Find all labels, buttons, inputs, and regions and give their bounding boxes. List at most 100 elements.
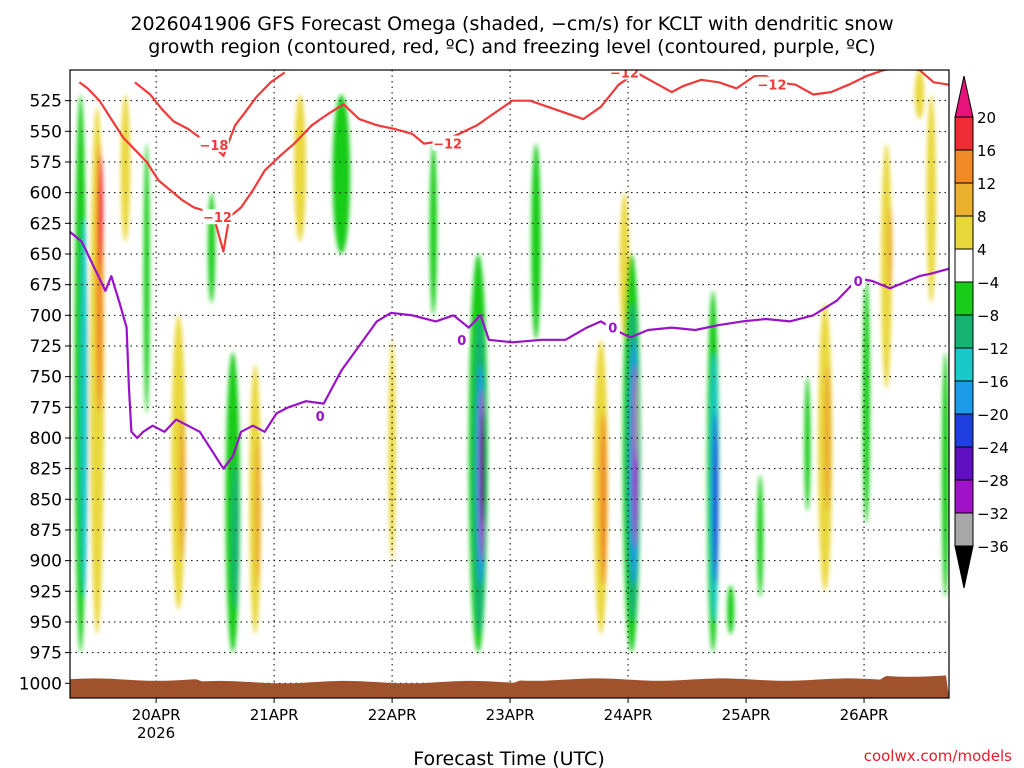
y-tick-label: 650 [30,245,62,265]
omega-shade-region [294,94,306,242]
y-tick-label: 975 [30,644,62,664]
freezing-level-label: 0 [457,334,466,349]
x-axis-title: Forecast Time (UTC) [413,748,604,768]
colorbar-label: −36 [977,538,1009,556]
x-tick-label: 20APR [132,706,181,724]
colorbar-segment [954,479,974,514]
y-tick-label: 825 [30,460,62,480]
credit-text: coolwx.com/models [864,747,1012,765]
colorbar-top-arrow [954,75,974,118]
contour-label-bg [454,331,469,347]
omega-shade-region [881,143,892,389]
omega-shade-region [178,413,186,561]
omega-shade-region [98,155,104,267]
colorbar-label: 20 [977,109,996,127]
contour-label-bg [202,209,233,225]
plot-area: −12 −12 −12 −12 −18 0 0 0 0 [70,66,949,698]
colorbar-label: −8 [977,307,999,325]
dgz-contour-label: −12 [433,138,462,153]
omega-shade-region [143,143,150,414]
y-tick-label: 900 [30,552,62,572]
omega-shade-region [862,278,870,524]
x-tick-label: 26APR [840,706,889,724]
x-tick-label: 24APR [604,706,653,724]
colorbar-segment [954,446,974,481]
omega-shade-region [231,462,239,610]
contour-label-bg [313,407,328,423]
colorbar-segment [954,116,974,151]
x-tick-label: 25APR [722,706,771,724]
plot-background [70,70,949,698]
omega-shade-region [941,352,949,598]
y-tick-label: 675 [30,276,62,296]
colorbar-segment [954,182,974,217]
contour-label-bg [198,136,229,152]
dgz-contour-label: −18 [199,139,228,154]
y-tick-label: 550 [30,122,62,142]
omega-shade-region [599,413,607,586]
colorbar-segment [954,281,974,316]
y-tick-label: 725 [30,337,62,357]
colorbar-label: −12 [977,340,1009,358]
surface-terrain [70,675,949,698]
y-tick-label: 850 [30,490,62,510]
contour-label-bg [609,70,640,80]
colorbar-segment [954,512,974,547]
y-tick-label: 875 [30,521,62,541]
y-tick-label: 525 [30,92,62,112]
omega-shade-region [429,143,437,316]
chart-title-line1: 2026041906 GFS Forecast Omega (shaded, −… [130,13,893,35]
y-tick-label: 775 [30,398,62,418]
y-tick-label: 925 [30,582,62,602]
y-tick-label: 800 [30,429,62,449]
colorbar-label: −28 [977,472,1009,490]
colorbar-label: 8 [977,208,987,226]
colorbar-label: −16 [977,373,1009,391]
dgz-contour-label: −12 [610,66,639,81]
omega-shade-region [804,376,811,512]
contour-label-bg [432,135,463,151]
colorbar-segment [954,380,974,415]
colorbar-segment [954,215,974,250]
colorbar-label: 16 [977,142,996,160]
omega-shade-region [634,376,638,463]
omega-shade-region [823,364,832,512]
omega-shade-region [80,217,88,598]
y-tick-label: 625 [30,214,62,234]
colorbar-bottom-arrow [954,545,974,589]
x-tick-label: 21APR [250,706,299,724]
freezing-level-label: 0 [608,322,617,337]
omega-shade-region [254,437,261,586]
dgz-contour-label: −12 [758,79,787,94]
dgz-contour-label: −12 [203,211,232,226]
omega-shade-region [926,94,937,304]
freezing-level-line [70,231,949,470]
omega-shade-region [914,70,925,120]
x-tick-year-label: 2026 [137,724,175,742]
freezing-level-label: 0 [854,275,863,290]
omega-shade-region [757,474,764,598]
y-tick-label: 600 [30,184,62,204]
colorbar-segment [954,248,974,283]
dgz-contours: −12 −12 −12 −12 −18 [78,66,949,253]
colorbar-label: −20 [977,406,1009,424]
y-tick-label: 750 [30,368,62,388]
x-tick-label: 23APR [486,706,535,724]
contour-label-bg [851,272,866,288]
omega-shade-region [332,94,351,254]
contour-label-bg [757,76,788,92]
freezing-level-contour: 0 0 0 0 [70,231,949,470]
y-tick-label: 950 [30,613,62,633]
colorbar-segment [954,347,974,382]
y-axis-ticks: 525 550 575 600 625 650 675 700 725 750 775 800 825 8… [19,92,70,694]
omega-shade-region [531,143,541,340]
y-tick-label: 700 [30,306,62,326]
colorbar-label: 4 [977,241,987,259]
colorbar-label: −4 [977,274,999,292]
omega-shade-region [887,204,893,291]
colorbar-label: −24 [977,439,1009,457]
freezing-level-label: 0 [316,410,325,425]
colorbar-segment [954,149,974,184]
